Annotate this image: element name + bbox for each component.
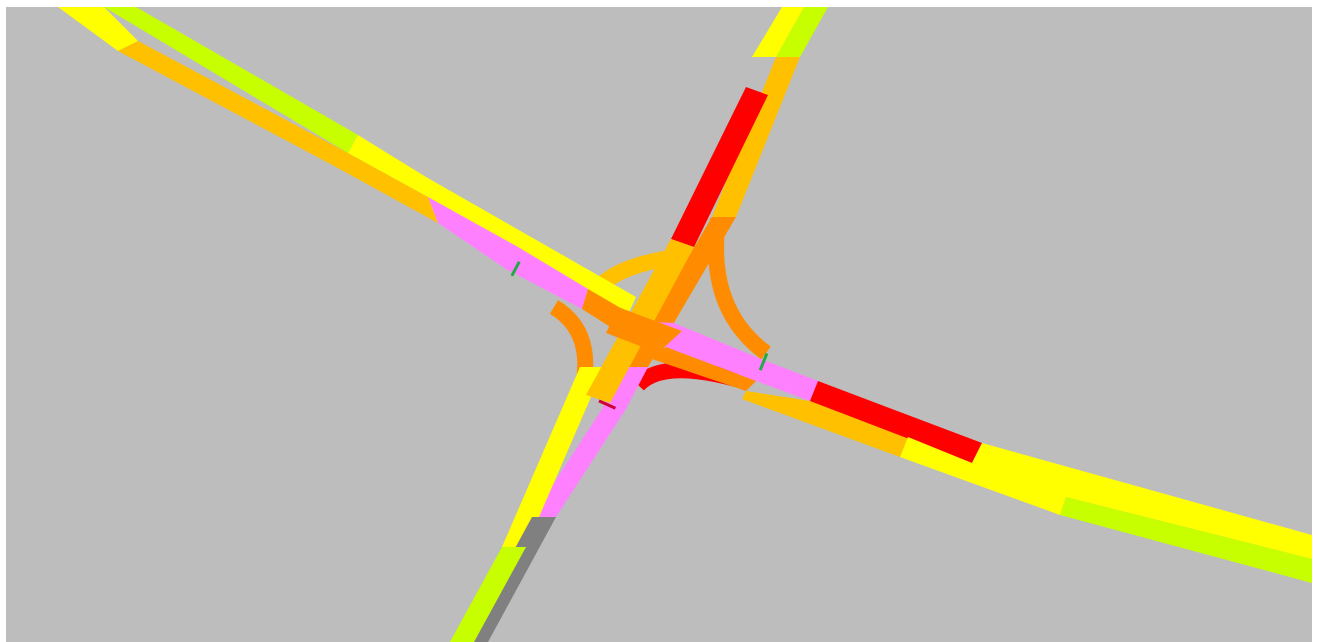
road-segment[interactable] — [810, 381, 982, 463]
road-northwest-approach[interactable] — [58, 7, 636, 337]
road-segment[interactable] — [756, 361, 818, 401]
road-segment[interactable] — [742, 391, 908, 457]
junction-core[interactable] — [586, 239, 694, 403]
road-south-approach[interactable] — [450, 367, 648, 642]
road-segment[interactable] — [1060, 497, 1312, 583]
road-segment[interactable] — [532, 409, 626, 517]
road-segment[interactable] — [900, 437, 1312, 559]
road-segment[interactable] — [602, 367, 648, 409]
road-segment[interactable] — [671, 87, 768, 247]
sensor-marker[interactable] — [758, 352, 769, 371]
road-segment[interactable] — [58, 7, 138, 51]
road-segment[interactable] — [776, 7, 828, 57]
road-segment[interactable] — [348, 135, 636, 319]
map-canvas[interactable] — [6, 7, 1312, 642]
road-segment[interactable] — [502, 367, 604, 547]
road-segment[interactable] — [450, 547, 526, 642]
road-segment[interactable] — [104, 7, 358, 153]
road-segment[interactable] — [752, 7, 804, 57]
sensor-marker[interactable] — [510, 260, 521, 277]
traffic-map[interactable] — [6, 7, 1312, 642]
sensor-marker[interactable] — [598, 399, 617, 410]
road-segment[interactable] — [428, 197, 588, 309]
road-segment[interactable] — [606, 307, 682, 353]
road-segment[interactable] — [118, 41, 438, 223]
road-segment[interactable] — [646, 347, 756, 391]
road-segment[interactable] — [712, 57, 800, 217]
road-east-approach[interactable] — [636, 321, 1312, 583]
